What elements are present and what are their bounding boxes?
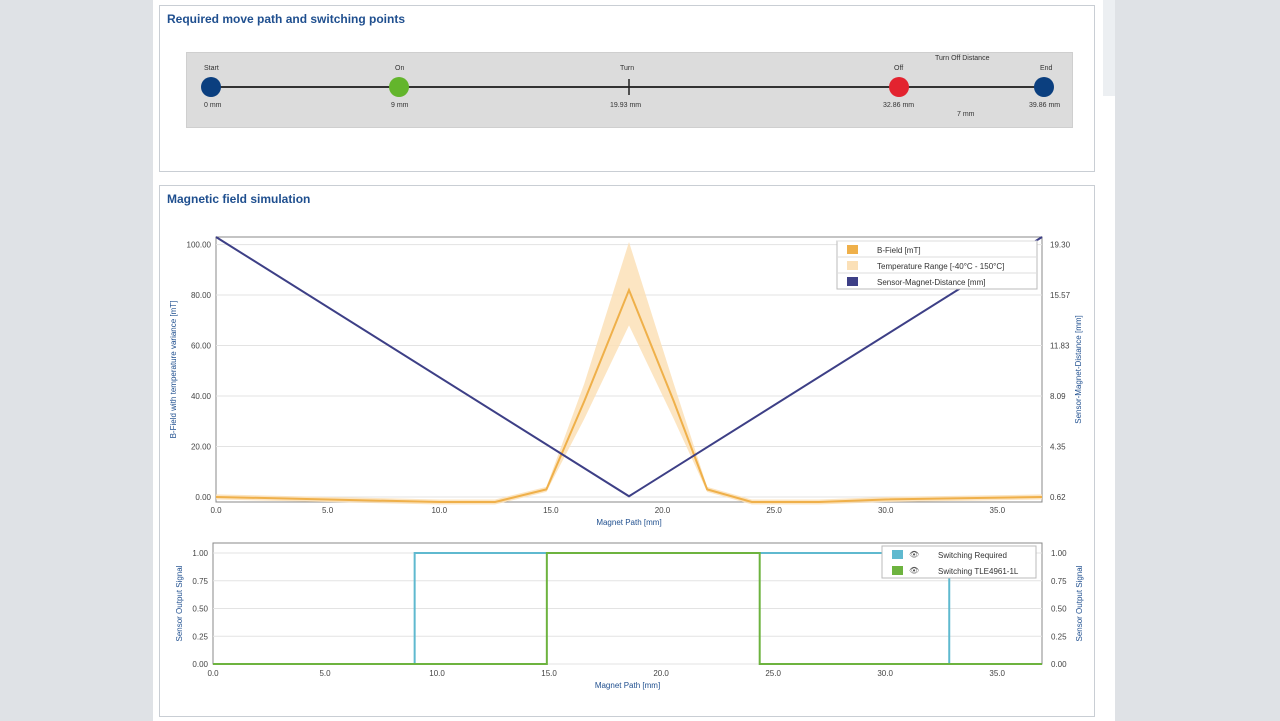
y2-tick-label: 0.75: [1051, 577, 1067, 586]
y-tick-label: 100.00: [187, 241, 212, 250]
x-tick-label: 20.0: [653, 669, 669, 678]
move-path-track: Start 0 mm On 9 mm Turn 19.93 mm Off 32.…: [186, 52, 1073, 128]
distance-line: [215, 236, 1043, 498]
x-tick-label: 25.0: [765, 669, 781, 678]
bfield-chart: 100.00 19.30 80.00 15.57 60.00 11.83 40.00 8.09…: [169, 236, 1083, 527]
y2-tick-label: 0.00: [1051, 660, 1067, 669]
move-path-line: [201, 77, 1054, 97]
y-tick-label: 1.00: [192, 549, 208, 558]
y2-axis-label: Sensor-Magnet-Distance [mm]: [1074, 315, 1083, 423]
y-tick-label: 80.00: [191, 291, 212, 300]
simulation-title: Magnetic field simulation: [167, 192, 311, 206]
y-tick-label: 40.00: [191, 392, 212, 401]
legend-swatch: [847, 245, 858, 254]
legend-label: Sensor-Magnet-Distance [mm]: [877, 278, 985, 287]
legend-label: Switching Required: [938, 551, 1007, 560]
y-tick-label: 0.00: [192, 660, 208, 669]
x-tick-label: 10.0: [431, 506, 447, 515]
x-tick-label: 20.0: [655, 506, 671, 515]
legend-label: B-Field [mT]: [877, 246, 921, 255]
y2-tick-label: 0.50: [1051, 605, 1067, 614]
x-tick-label: 30.0: [878, 506, 894, 515]
y-tick-label: 0.50: [192, 605, 208, 614]
y2-tick-label: 8.09: [1050, 392, 1066, 401]
x-tick-label: 25.0: [766, 506, 782, 515]
legend-swatch: [892, 566, 903, 575]
x-axis-label: Magnet Path [mm]: [596, 518, 661, 527]
x-tick-label: 10.0: [429, 669, 445, 678]
x-axis-label: Magnet Path [mm]: [595, 681, 660, 690]
y2-tick-label: 15.57: [1050, 291, 1071, 300]
point-value-on: 9 mm: [391, 102, 409, 109]
temperature-range-band: [216, 242, 1042, 505]
x-tick-label: 35.0: [989, 669, 1005, 678]
legend-swatch: [892, 550, 903, 559]
x-tick-label: 30.0: [877, 669, 893, 678]
y2-tick-label: 4.35: [1050, 442, 1066, 451]
y-tick-label: 60.00: [191, 342, 212, 351]
start-marker[interactable]: [201, 77, 221, 97]
x-tick-label: 0.0: [207, 669, 219, 678]
y-tick-label: 0.75: [192, 577, 208, 586]
point-label-end: End: [1040, 65, 1053, 72]
legend-label: Switching TLE4961-1L: [938, 567, 1019, 576]
on-marker[interactable]: [389, 77, 409, 97]
legend: [881, 545, 1037, 579]
legend-swatch: [847, 261, 858, 270]
switching-sensor-line: [213, 552, 1042, 665]
end-marker[interactable]: [1034, 77, 1054, 97]
y-tick-label: 20.00: [191, 442, 212, 451]
y2-axis-label: Sensor Output Signal: [1075, 565, 1084, 641]
scrollbar-track[interactable]: [1103, 0, 1115, 96]
y2-tick-label: 0.62: [1050, 493, 1066, 502]
y2-tick-label: 0.25: [1051, 632, 1067, 641]
point-label-start: Start: [204, 65, 219, 72]
turn-off-distance-value: 7 mm: [957, 111, 975, 118]
point-value-start: 0 mm: [204, 102, 222, 109]
turn-off-distance-label: Turn Off Distance: [935, 55, 990, 62]
x-tick-label: 5.0: [319, 669, 331, 678]
off-marker[interactable]: [889, 77, 909, 97]
y-axis-label: B-Field with temperature variance [mT]: [169, 301, 178, 439]
point-value-off: 32.86 mm: [883, 102, 915, 109]
y2-tick-label: 11.83: [1050, 342, 1070, 351]
point-value-turn: 19.93 mm: [610, 102, 642, 109]
x-tick-label: 5.0: [322, 506, 334, 515]
switching-chart: 1.00 1.000.75 0.750.50 0.500.25 0.250.00 0.00…: [175, 542, 1084, 690]
x-tick-label: 35.0: [990, 506, 1006, 515]
eye-icon: 👁: [909, 566, 919, 575]
point-label-turn: Turn: [620, 65, 635, 72]
y-tick-label: 0.25: [192, 632, 208, 641]
legend-label: Temperature Range [-40°C - 150°C]: [877, 262, 1004, 271]
y2-tick-label: 1.00: [1051, 549, 1067, 558]
point-value-end: 39.86 mm: [1029, 102, 1061, 109]
eye-icon: 👁: [909, 550, 919, 559]
x-tick-label: 15.0: [543, 506, 559, 515]
legend-swatch: [847, 277, 858, 286]
y2-tick-label: 19.30: [1050, 241, 1071, 250]
y-axis-label: Sensor Output Signal: [175, 565, 184, 641]
y-tick-label: 0.00: [195, 493, 211, 502]
point-label-off: Off: [894, 65, 904, 72]
move-path-title: Required move path and switching points: [167, 12, 406, 26]
x-tick-label: 15.0: [541, 669, 557, 678]
legend: [836, 240, 1038, 290]
point-label-on: On: [395, 65, 405, 72]
x-tick-label: 0.0: [210, 506, 222, 515]
bfield-line: [215, 287, 1043, 503]
